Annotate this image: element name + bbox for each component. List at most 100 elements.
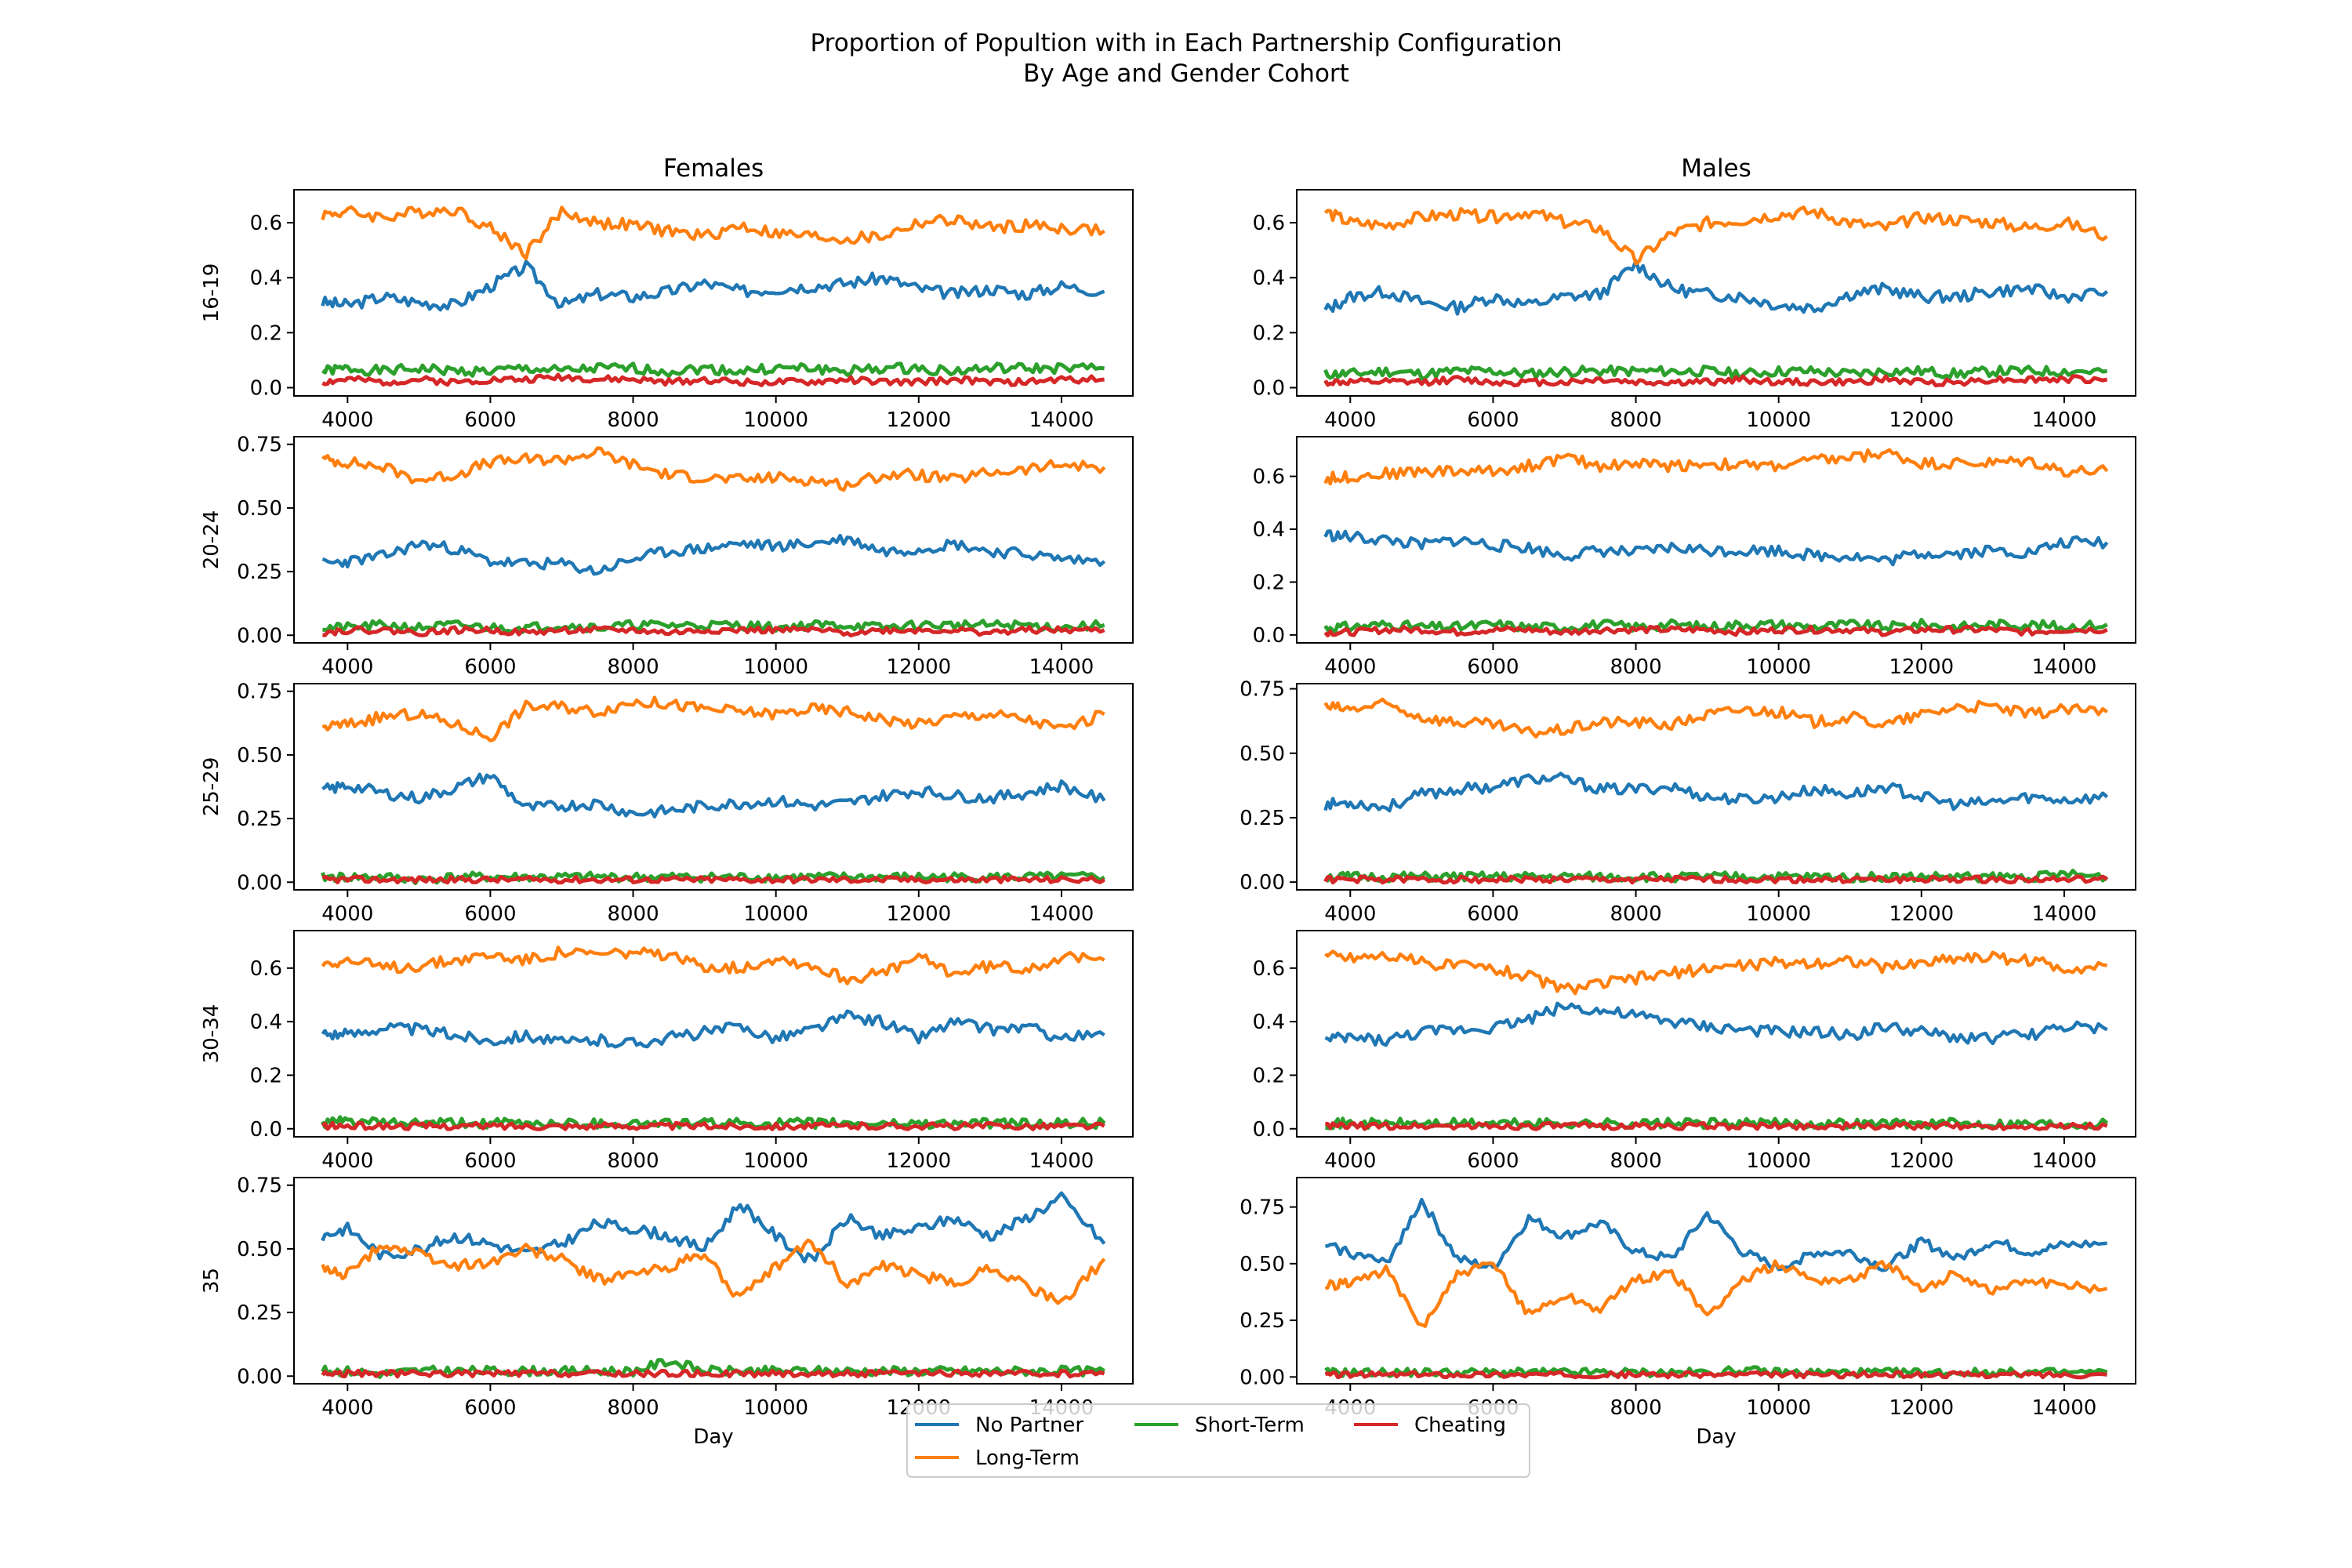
x-tick-label: 8000 (607, 655, 659, 679)
x-tick-label: 10000 (1746, 1396, 1811, 1420)
series-line-cheating (1324, 1370, 2107, 1380)
x-tick-label: 6000 (1467, 655, 1519, 679)
series-line-long-term (1323, 205, 2108, 266)
series-line-cheating (321, 372, 1105, 387)
x-tick-label: 8000 (1610, 655, 1661, 679)
row-label-30-34: 30-34 (200, 1004, 223, 1064)
x-tick-label: 6000 (464, 655, 516, 679)
column-title-males: Males (1681, 154, 1751, 183)
x-tick-label: 6000 (464, 1149, 516, 1173)
x-tick-label: 8000 (1610, 1149, 1661, 1173)
legend-label: Long-Term (975, 1446, 1080, 1470)
y-tick-label: 0.25 (237, 808, 282, 831)
series-line-cheating (1323, 374, 2108, 388)
series-line-long-term (321, 205, 1105, 261)
x-tick-label: 6000 (464, 408, 516, 432)
series-line-no-partner (1323, 771, 2109, 813)
figure-subtitle: By Age and Gender Cohort (1023, 60, 1349, 88)
x-tick-label: 12000 (1889, 408, 1954, 432)
x-tick-label: 4000 (321, 1396, 373, 1420)
panel-females-16-19: 4000 6000 8000 10000 12000 14000 0.0 0.2 0.4 0.6 F… (200, 154, 1134, 432)
x-tick-label: 8000 (607, 408, 659, 432)
plot-frame (1296, 1177, 2136, 1385)
x-tick-label: 14000 (2032, 408, 2097, 432)
subplot-grid: 4000 6000 8000 10000 12000 14000 0.0 0.2 0.4 0.6 F… (200, 154, 2136, 1449)
y-tick-label: 0.4 (1253, 267, 1285, 290)
y-tick-label: 0.2 (1253, 571, 1285, 594)
series-line-no-partner (1324, 1001, 2108, 1047)
series-line-no-partner (1323, 529, 2109, 567)
panel-females-35: 4000600080001000012000140000.000.250.500… (200, 1174, 1134, 1449)
panel-females-30-34: 4000 6000 8000 10000 12000 14000 0.0 0.2 0.4 0.6 3… (200, 930, 1134, 1173)
series-line-long-term (321, 695, 1105, 742)
plot-frame (1296, 436, 2136, 644)
y-tick-label: 0.0 (1253, 376, 1285, 400)
series-line-no-partner (1323, 259, 2109, 316)
legend-entry-long-term: Long-Term (915, 1446, 1080, 1470)
series-line-short-term (322, 619, 1105, 634)
y-tick-label: 0.75 (237, 681, 282, 704)
x-tick-label: 12000 (886, 1149, 951, 1173)
x-tick-label: 4000 (321, 655, 373, 679)
x-tick-label: 8000 (1610, 1396, 1661, 1420)
x-tick-label: 6000 (464, 1396, 516, 1420)
x-tick-label: 12000 (886, 902, 951, 926)
x-tick-label: 4000 (1324, 655, 1376, 679)
plot-frame (293, 1177, 1134, 1385)
x-tick-label: 12000 (1889, 1396, 1954, 1420)
legend-entry-cheating: Cheating (1354, 1414, 1506, 1437)
y-tick-label: 0.0 (1253, 624, 1285, 648)
series-line-no-partner (1325, 1197, 2107, 1272)
x-tick-label: 6000 (1467, 902, 1519, 926)
y-tick-label: 0.75 (237, 434, 282, 457)
panel-males-20-24: 4000 6000 8000 10000 12000 14000 0.0 0.2 0.4 0.6 (1253, 436, 2136, 679)
y-tick-label: 0.0 (1253, 1118, 1285, 1142)
series-line-no-partner (321, 533, 1106, 576)
x-tick-label: 6000 (1467, 408, 1519, 432)
series-line-no-partner (321, 1009, 1105, 1049)
x-tick-label: 4000 (321, 902, 373, 926)
y-tick-label: 0.6 (1253, 212, 1285, 235)
x-tick-label: 12000 (886, 655, 951, 679)
series-line-long-term (1323, 697, 2108, 739)
x-tick-label: 10000 (743, 655, 808, 679)
x-tick-label: 14000 (2032, 1396, 2097, 1420)
x-tick-label: 14000 (1029, 655, 1094, 679)
series-line-cheating (321, 874, 1105, 885)
row-label-16-19: 16-19 (200, 263, 223, 323)
series-line-cheating (321, 1120, 1105, 1131)
y-tick-label: 0.6 (250, 212, 282, 235)
y-tick-label: 0.2 (1253, 321, 1285, 345)
legend-box (906, 1403, 1530, 1478)
x-tick-label: 10000 (1746, 1149, 1811, 1173)
x-tick-label: 10000 (743, 408, 808, 432)
x-tick-label: 10000 (743, 1149, 808, 1173)
series-line-no-partner (321, 260, 1105, 312)
y-tick-label: 0.75 (1240, 1196, 1285, 1220)
plot-frame (293, 189, 1134, 397)
series-line-cheating (1323, 624, 2108, 637)
panel-males-16-19: 4000 6000 8000 10000 12000 14000 0.0 0.2 0.4 0.6 M… (1253, 154, 2136, 432)
y-tick-label: 0.75 (1240, 678, 1285, 702)
x-tick-label: 14000 (2032, 902, 2097, 926)
series-line-short-term (321, 361, 1105, 379)
y-tick-label: 0.75 (237, 1174, 282, 1198)
y-tick-label: 0.2 (250, 1064, 282, 1087)
x-tick-label: 4000 (1324, 408, 1376, 432)
x-tick-label: 4000 (1324, 902, 1376, 926)
y-tick-label: 0.00 (1240, 871, 1285, 895)
x-tick-label: 14000 (2032, 655, 2097, 679)
legend-label: Short-Term (1195, 1414, 1305, 1437)
figure-title: Proportion of Popultion with in Each Par… (811, 29, 1563, 57)
y-tick-label: 0.0 (250, 376, 282, 400)
y-tick-label: 0.25 (237, 561, 282, 584)
series-line-long-term (1323, 448, 2109, 486)
x-tick-label: 10000 (1746, 655, 1811, 679)
plot-frame (293, 683, 1134, 891)
y-tick-label: 0.4 (250, 1011, 282, 1034)
legend-entry-no-partner: No Partner (915, 1414, 1083, 1437)
y-tick-label: 0.50 (237, 744, 282, 768)
y-tick-label: 0.00 (237, 624, 282, 648)
legend-entry-short-term: Short-Term (1134, 1414, 1305, 1437)
x-tick-label: 8000 (607, 902, 659, 926)
